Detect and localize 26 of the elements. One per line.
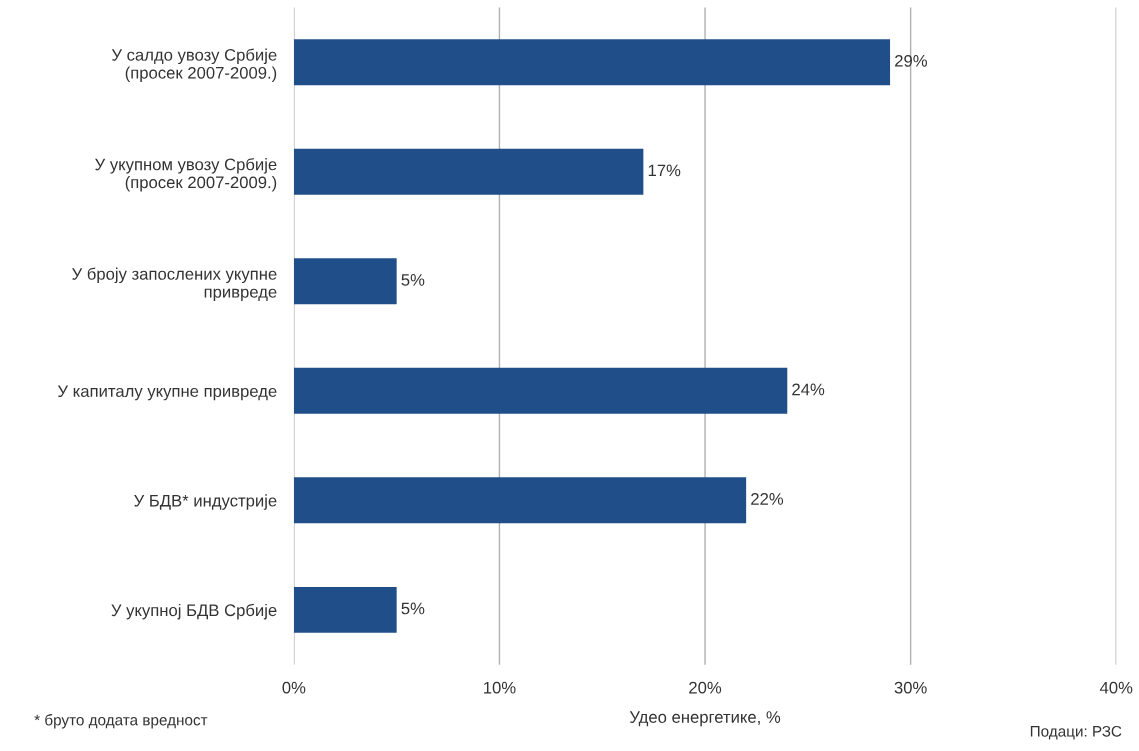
- x-tick-label: 20%: [689, 681, 722, 694]
- x-tick-label: 0%: [282, 681, 306, 694]
- bar: [293, 586, 397, 633]
- y-tick-label: У БДВ* индустрије: [134, 494, 277, 510]
- x-tick-label: 40%: [1099, 681, 1133, 694]
- text: * бруто додата вредност: [34, 714, 208, 729]
- bar: [293, 148, 644, 195]
- x-axis-title: Удео енергетике, %: [629, 711, 781, 727]
- data-label: 5%: [401, 602, 425, 615]
- bar: [293, 39, 891, 86]
- bar: [293, 477, 747, 524]
- data-label: 29%: [895, 54, 927, 67]
- y-tick-label: У салдо увозу Србије (просек 2007-2009.): [111, 48, 277, 83]
- data-label: 22%: [751, 493, 784, 505]
- data-label: 24%: [792, 383, 825, 396]
- y-tick-label: У броју запослених укупне привреде: [72, 267, 277, 302]
- bar: [293, 258, 397, 305]
- x-tick-label: 10%: [484, 681, 516, 694]
- y-tick-label: У капиталу укупне привреде: [57, 385, 277, 401]
- y-tick-label: У укупној БДВ Србије: [111, 603, 277, 620]
- x-tick-label: 30%: [894, 681, 927, 694]
- data-label: 5%: [401, 274, 425, 286]
- data-label: 17%: [648, 164, 681, 177]
- y-tick-label: У укупном увозу Србије (просек 2007-2009.): [95, 157, 277, 192]
- bar: [293, 367, 788, 414]
- text: Подаци: РЗС: [1030, 725, 1122, 740]
